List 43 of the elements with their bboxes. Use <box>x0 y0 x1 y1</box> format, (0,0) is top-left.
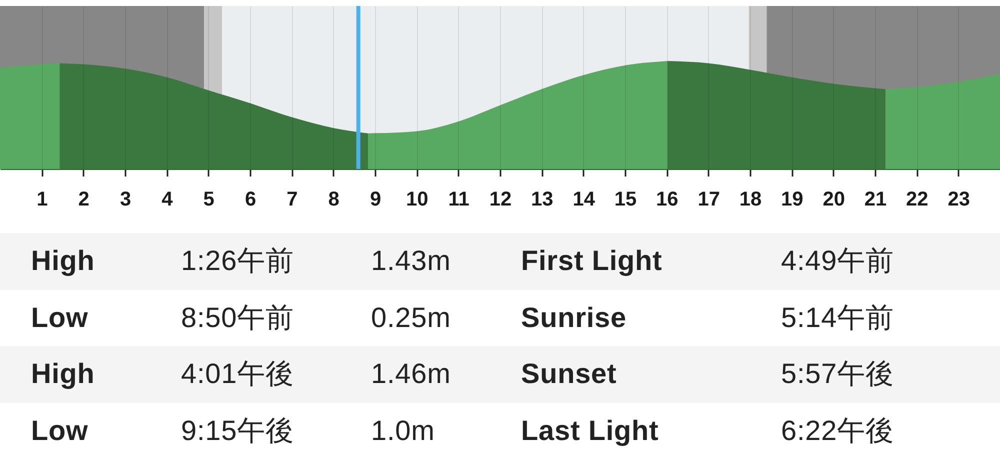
x-tick-label: 18 <box>739 188 762 210</box>
x-tick-label: 12 <box>489 188 512 210</box>
text: 6:22午後 <box>781 414 894 447</box>
x-tick-label: 21 <box>864 188 887 210</box>
x-tick-label: 11 <box>448 188 470 210</box>
text: Last Light <box>521 414 659 447</box>
x-tick-label: 9 <box>370 188 382 210</box>
x-tick-label: 23 <box>948 188 970 210</box>
x-tick-label: 10 <box>406 188 428 210</box>
x-tick-label: 4 <box>162 188 174 210</box>
x-tick-label: 5 <box>203 188 214 210</box>
text: Low <box>31 302 88 334</box>
text: 8:50午前 <box>181 302 294 334</box>
x-tick-label: 13 <box>531 188 554 210</box>
x-tick-label: 14 <box>572 188 596 210</box>
text: 1.46m <box>371 358 451 390</box>
x-tick-label: 16 <box>656 188 678 210</box>
text: Low <box>31 414 88 447</box>
x-tick-label: 6 <box>244 188 256 210</box>
text: 1.0m <box>371 414 435 447</box>
x-tick-label: 1 <box>36 188 48 210</box>
text: High <box>31 358 95 390</box>
text: 4:49午前 <box>781 245 894 278</box>
x-tick-label: 19 <box>781 188 804 210</box>
text: 1.43m <box>371 245 451 278</box>
text: First Light <box>521 245 662 278</box>
text: 1:26午前 <box>181 245 294 278</box>
text: Sunset <box>521 358 617 390</box>
text: 5:14午前 <box>781 302 894 334</box>
text: 9:15午後 <box>181 414 294 447</box>
text: 5:57午後 <box>781 358 894 390</box>
x-tick-label: 8 <box>328 188 340 210</box>
x-tick-label: 3 <box>120 188 132 210</box>
text: 0.25m <box>371 302 451 334</box>
x-tick-label: 7 <box>286 188 298 210</box>
x-tick-label: 17 <box>698 188 720 210</box>
x-tick-label: 15 <box>614 188 637 210</box>
text: High <box>31 245 95 278</box>
x-tick-label: 22 <box>906 188 928 210</box>
x-tick-label: 20 <box>822 188 845 210</box>
text: 4:01午後 <box>181 358 294 390</box>
text: Sunrise <box>521 302 627 334</box>
x-tick-label: 2 <box>78 188 90 210</box>
